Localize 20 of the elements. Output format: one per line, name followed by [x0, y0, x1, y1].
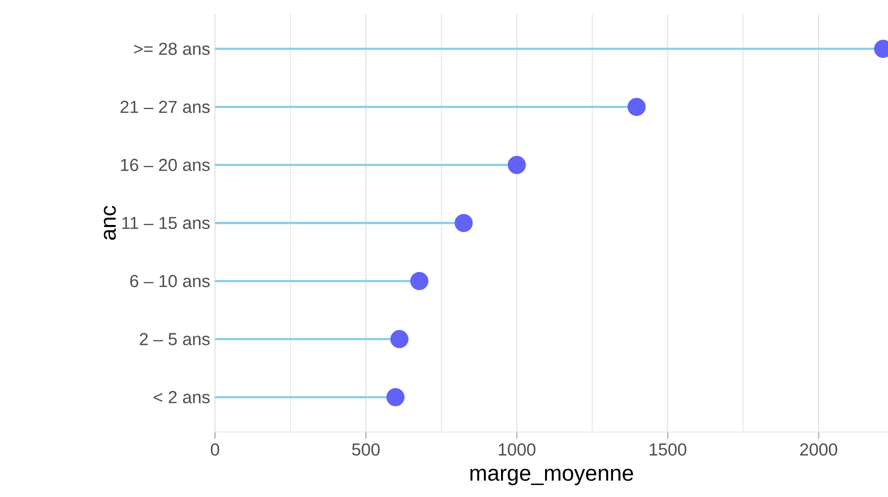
x-tick-label: 500 — [352, 443, 380, 456]
point — [628, 98, 646, 116]
y-tick-label: < 2 ans — [154, 391, 210, 404]
y-tick-label: 11 – 15 ans — [122, 216, 210, 230]
x-tick-label: 1500 — [650, 443, 686, 456]
x-tick-label: 2000 — [800, 443, 838, 456]
x-axis-title: marge_moyenne — [470, 468, 634, 486]
y-tick-label: 2 – 5 ans — [140, 332, 210, 346]
point — [410, 272, 428, 290]
point — [390, 330, 408, 348]
x-tick-label: 0 — [210, 443, 220, 456]
y-tick-label: 16 – 20 ans — [121, 158, 210, 172]
y-tick-label: >= 28 ans — [134, 42, 210, 55]
y-axis-title: anc — [104, 206, 116, 240]
x-tick-label: 1000 — [498, 443, 536, 456]
point — [508, 156, 526, 174]
y-tick-label: 21 – 27 ans — [120, 100, 210, 114]
y-tick-label: 6 – 10 ans — [130, 274, 210, 288]
point — [454, 214, 473, 232]
point — [386, 388, 405, 406]
